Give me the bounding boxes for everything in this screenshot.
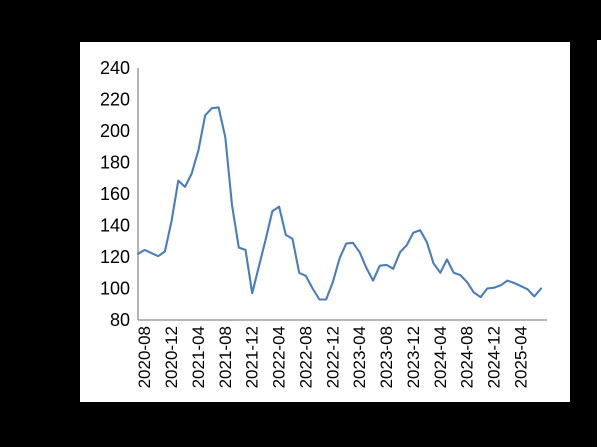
- x-axis-tick-label: 2023-12: [404, 326, 423, 388]
- y-axis-tick-label: 240: [100, 58, 130, 78]
- x-axis-tick-label: 2024-08: [458, 326, 477, 388]
- x-axis-tick-label: 2024-12: [485, 326, 504, 388]
- y-axis-tick-label: 100: [100, 279, 130, 299]
- y-axis-tick-label: 200: [100, 121, 130, 141]
- x-axis-tick-label: 2020-12: [162, 326, 181, 388]
- data-series-line: [136, 106, 543, 301]
- x-axis-tick-label: 2020-08: [135, 326, 154, 388]
- y-axis-tick-label: 180: [100, 153, 130, 173]
- x-axis-tick-label: 2024-04: [431, 326, 450, 388]
- x-axis-tick-label: 2023-04: [350, 326, 369, 388]
- right-edge-window-sliver: [597, 40, 601, 447]
- x-axis-tick-label: 2021-12: [243, 326, 262, 388]
- y-axis-tick-label: 120: [100, 247, 130, 267]
- x-axis-tick-label: 2022-12: [323, 326, 342, 388]
- x-axis-tick-label: 2021-08: [216, 326, 235, 388]
- y-axis-tick-label: 140: [100, 216, 130, 236]
- chart-panel: 240 220 200 180 160 140 120 100 80 2020-08 2020-12…: [80, 42, 570, 402]
- x-axis-tick-label: 2022-04: [270, 326, 289, 388]
- y-axis-tick-label: 160: [100, 184, 130, 204]
- x-axis-tick-label: 2025-04: [511, 326, 530, 388]
- x-axis-tick-label: 2021-04: [189, 326, 208, 388]
- line-chart: 240 220 200 180 160 140 120 100 80 2020-08 2020-12…: [100, 58, 547, 388]
- y-axis-tick-label: 80: [110, 310, 130, 330]
- x-axis-tick-label: 2023-08: [377, 326, 396, 388]
- x-axis-tick-label: 2022-08: [296, 326, 315, 388]
- y-axis-tick-label: 220: [100, 90, 130, 110]
